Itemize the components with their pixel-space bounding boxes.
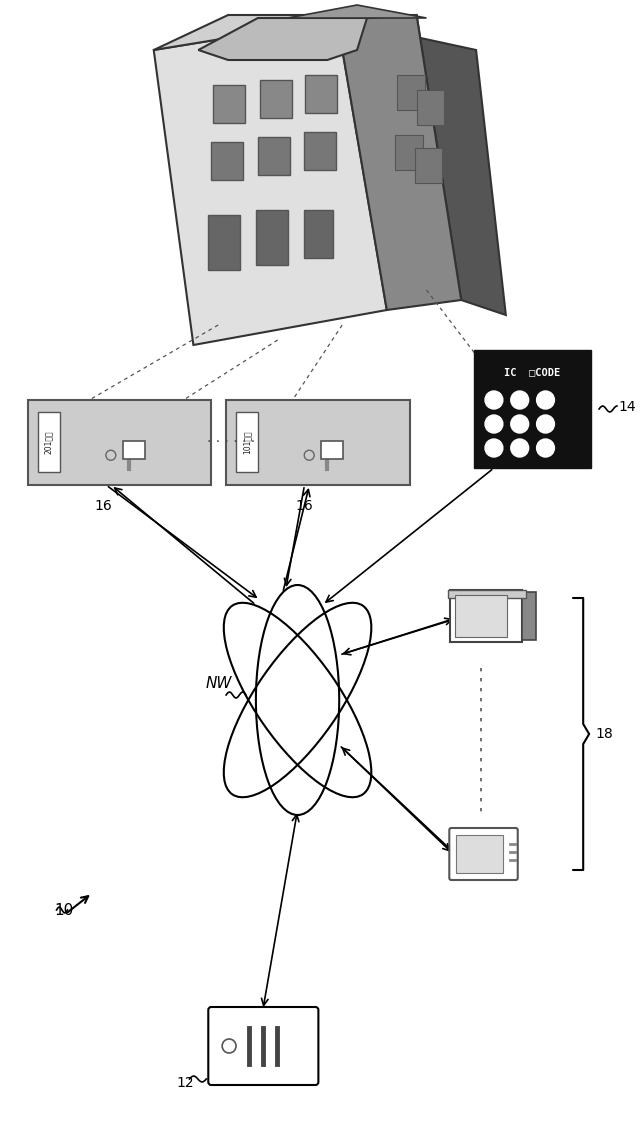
Circle shape	[485, 439, 503, 457]
Text: 12: 12	[177, 1076, 194, 1090]
FancyBboxPatch shape	[321, 441, 343, 459]
Circle shape	[536, 391, 554, 409]
Polygon shape	[395, 135, 422, 171]
Polygon shape	[154, 20, 387, 345]
FancyBboxPatch shape	[28, 400, 211, 485]
FancyBboxPatch shape	[236, 412, 258, 472]
Polygon shape	[213, 85, 245, 123]
Circle shape	[511, 391, 529, 409]
Polygon shape	[305, 132, 336, 171]
Polygon shape	[397, 75, 424, 110]
FancyBboxPatch shape	[123, 441, 145, 459]
Text: IC  □CODE: IC □CODE	[504, 367, 561, 377]
Circle shape	[511, 439, 529, 457]
FancyBboxPatch shape	[474, 350, 591, 468]
Text: · · · · · ·: · · · · · ·	[207, 435, 255, 449]
FancyBboxPatch shape	[208, 1007, 318, 1085]
FancyBboxPatch shape	[522, 592, 536, 640]
Text: 14: 14	[619, 400, 637, 414]
Polygon shape	[415, 148, 442, 183]
FancyBboxPatch shape	[456, 835, 503, 873]
Text: 18: 18	[595, 727, 613, 741]
Polygon shape	[198, 18, 367, 60]
Polygon shape	[258, 136, 290, 175]
Polygon shape	[256, 210, 287, 265]
FancyBboxPatch shape	[451, 590, 522, 642]
Text: 101号室: 101号室	[243, 430, 252, 454]
Circle shape	[485, 391, 503, 409]
Text: NW: NW	[205, 677, 232, 691]
Polygon shape	[305, 75, 337, 113]
Text: 10: 10	[54, 903, 74, 918]
FancyBboxPatch shape	[449, 828, 518, 880]
Ellipse shape	[256, 586, 339, 815]
Circle shape	[485, 415, 503, 433]
FancyBboxPatch shape	[448, 590, 525, 598]
Polygon shape	[303, 210, 333, 258]
Polygon shape	[154, 15, 417, 50]
Circle shape	[536, 415, 554, 433]
Polygon shape	[337, 15, 506, 315]
Circle shape	[536, 439, 554, 457]
FancyBboxPatch shape	[226, 400, 410, 485]
Circle shape	[511, 415, 529, 433]
Text: 201号室: 201号室	[44, 430, 53, 454]
Polygon shape	[287, 5, 426, 18]
Text: 16: 16	[296, 499, 314, 513]
Polygon shape	[417, 90, 444, 125]
Polygon shape	[337, 15, 461, 310]
FancyBboxPatch shape	[455, 595, 507, 637]
Polygon shape	[208, 215, 240, 269]
Text: 16: 16	[94, 499, 112, 513]
Polygon shape	[260, 80, 292, 118]
Circle shape	[304, 450, 314, 460]
Circle shape	[106, 450, 116, 460]
FancyBboxPatch shape	[38, 412, 60, 472]
Polygon shape	[211, 142, 243, 180]
